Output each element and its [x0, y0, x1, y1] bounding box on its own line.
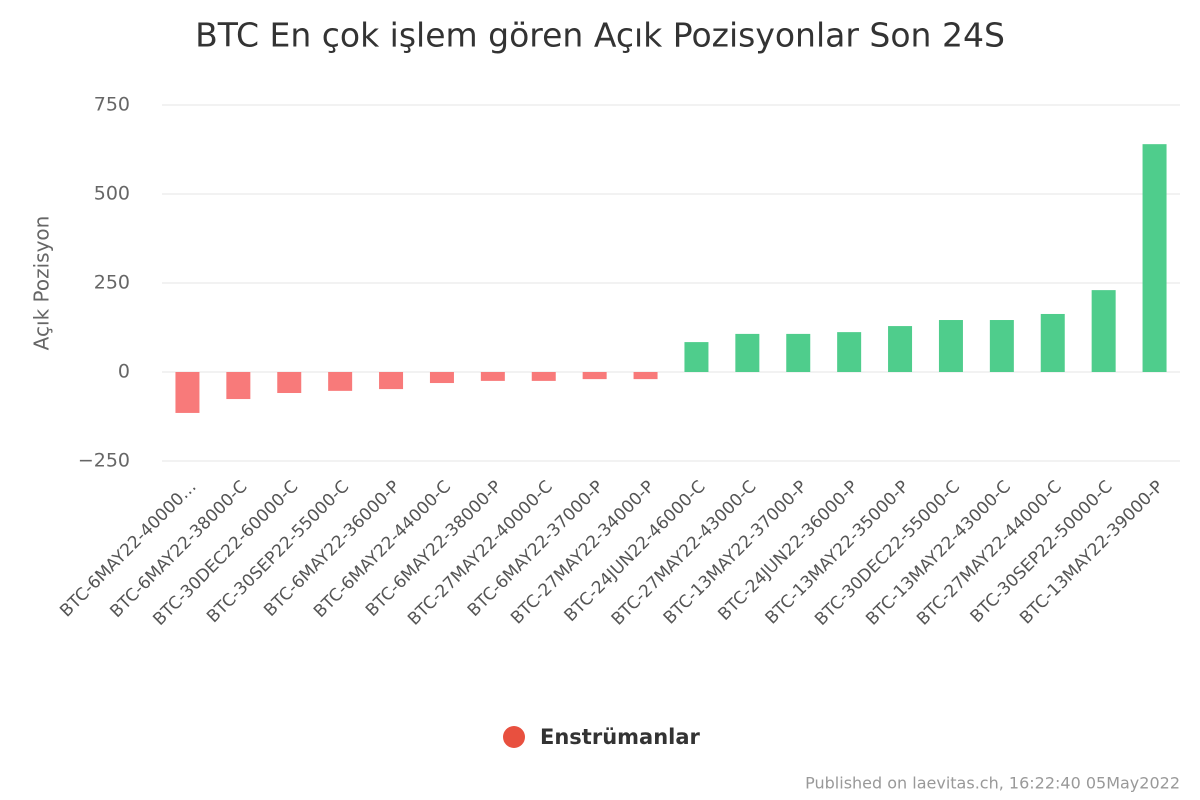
y-tick-label: 0	[118, 361, 130, 383]
bar	[277, 372, 302, 394]
legend-marker	[503, 726, 525, 748]
bar	[633, 372, 658, 380]
bar	[379, 372, 404, 390]
bar	[1142, 144, 1167, 372]
bar	[328, 372, 353, 391]
bar	[684, 342, 709, 372]
bar	[480, 372, 505, 381]
bar	[429, 372, 454, 384]
bar	[531, 372, 556, 381]
y-tick-label: 500	[94, 183, 130, 205]
footer: Published on laevitas.ch, 16:22:40 05May…	[805, 774, 1180, 793]
legend-label[interactable]: Enstrümanlar	[540, 725, 701, 749]
bar	[735, 333, 760, 372]
bar	[175, 372, 200, 413]
bar	[226, 372, 251, 400]
y-tick-label: 250	[94, 272, 130, 294]
y-tick-label: −250	[78, 450, 130, 472]
bar	[582, 372, 607, 380]
bar	[989, 320, 1014, 372]
y-axis-label: Açık Pozisyon	[30, 216, 54, 351]
bar	[1091, 290, 1116, 372]
bar	[1040, 313, 1065, 372]
chart-title: BTC En çok işlem gören Açık Pozisyonlar …	[195, 16, 1005, 55]
bar	[786, 333, 811, 372]
bar	[888, 326, 913, 372]
bar	[837, 332, 862, 372]
y-tick-label: 750	[94, 94, 130, 116]
bar	[938, 320, 963, 372]
